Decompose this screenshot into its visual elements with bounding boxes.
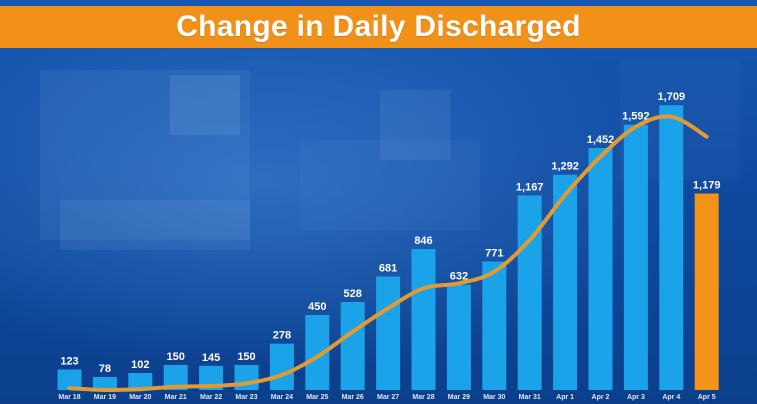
x-tick-label: Mar 24: [271, 394, 293, 401]
bar-mar-29: [446, 284, 471, 390]
bar-mar-30: [482, 261, 507, 390]
data-label: 1,592: [622, 111, 650, 123]
x-tick-label: Mar 19: [94, 394, 116, 401]
bar-apr-3: [623, 124, 648, 390]
data-label: 632: [450, 271, 468, 283]
data-label: 450: [308, 301, 326, 313]
bar-mar-20: [128, 373, 153, 390]
bar-apr-2: [588, 148, 613, 390]
bar-apr-4: [659, 105, 684, 390]
bar-mar-18: [57, 369, 82, 390]
bar-mar-24: [269, 343, 294, 390]
bar-mar-31: [517, 195, 542, 390]
x-tick-label: Mar 23: [235, 394, 257, 401]
data-label: 846: [414, 235, 432, 247]
chart-title: Change in Daily Discharged: [176, 10, 581, 43]
data-label: 150: [237, 351, 255, 363]
x-tick-label: Apr 3: [627, 394, 645, 401]
bar-apr-1: [553, 174, 578, 390]
x-tick-label: Apr 5: [698, 394, 716, 401]
data-label: 278: [273, 330, 291, 342]
x-tick-label: Mar 29: [448, 394, 470, 401]
x-tick-label: Mar 28: [412, 394, 434, 401]
x-tick-label: Mar 26: [342, 394, 364, 401]
x-tick-label: Mar 27: [377, 394, 399, 401]
title-bar: Change in Daily Discharged: [0, 6, 757, 48]
data-label: 528: [344, 288, 362, 300]
bar-mar-27: [376, 276, 401, 390]
x-tick-label: Mar 31: [519, 394, 541, 401]
x-tick-label: Mar 21: [165, 394, 187, 401]
data-label: 681: [379, 263, 397, 275]
x-tick-label: Apr 1: [556, 394, 574, 401]
bar-apr-5: [694, 193, 719, 390]
x-tick-label: Mar 22: [200, 394, 222, 401]
data-label: 1,709: [658, 91, 686, 103]
data-label: 102: [131, 359, 149, 371]
bar-mar-19: [92, 377, 117, 390]
x-tick-label: Mar 20: [129, 394, 151, 401]
data-label: 771: [485, 248, 503, 260]
trend-line: [67, 114, 709, 393]
x-tick-label: Apr 4: [662, 394, 680, 401]
data-label: 123: [60, 356, 78, 368]
data-label: 150: [167, 351, 185, 363]
x-tick-label: Apr 2: [592, 394, 610, 401]
data-label: 78: [99, 363, 111, 375]
bar-mar-26: [340, 302, 365, 390]
data-label: 145: [202, 352, 220, 364]
x-tick-label: Mar 30: [483, 394, 505, 401]
data-label: 1,292: [551, 161, 579, 173]
x-tick-label: Mar 25: [306, 394, 328, 401]
bar-mar-28: [411, 249, 436, 390]
data-label: 1,452: [587, 134, 615, 146]
x-tick-label: Mar 18: [58, 394, 80, 401]
data-label: 1,167: [516, 182, 544, 194]
data-label: 1,179: [693, 180, 721, 192]
